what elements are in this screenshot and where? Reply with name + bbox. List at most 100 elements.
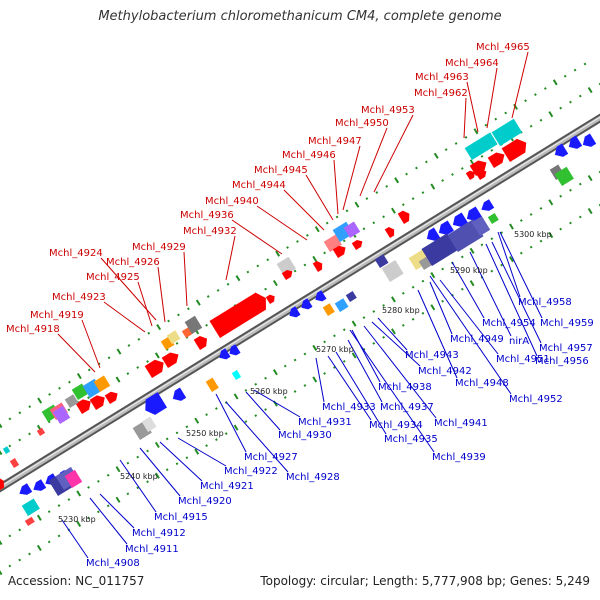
gene-box — [64, 394, 79, 409]
tick-dot — [156, 324, 162, 331]
forward-gene-arrow — [0, 477, 5, 490]
tick-dot — [58, 386, 61, 390]
tick-dot — [563, 74, 567, 78]
gene-box — [487, 212, 499, 224]
tick-dot — [430, 272, 436, 279]
tick-dot — [351, 320, 357, 327]
forward-callout-line — [256, 205, 308, 241]
tick-dot — [473, 128, 479, 135]
tick-dot — [587, 174, 593, 182]
tick-dot — [76, 372, 82, 380]
tick-dot — [187, 307, 190, 311]
forward-gene-arrow — [281, 270, 293, 280]
tick-dot — [233, 393, 239, 400]
forward-gene-arrow — [104, 391, 118, 404]
reverse-gene-label: Mchl_4930 — [278, 430, 332, 441]
forward-callout-line — [466, 81, 479, 133]
tick-dot — [325, 221, 329, 225]
forward-gene-arrow — [332, 245, 346, 258]
tick-dot — [401, 291, 405, 295]
forward-callout-line — [157, 266, 166, 323]
tick-dot — [0, 568, 3, 576]
tick-dot — [303, 352, 307, 356]
gene-box — [24, 516, 35, 526]
reverse-gene-label: Mchl_4938 — [378, 382, 432, 393]
tick-dot — [47, 540, 51, 544]
tick-dot — [382, 335, 385, 339]
tick-dot — [246, 270, 250, 274]
forward-callout-line — [183, 251, 188, 307]
forward-gene-label: Mchl_4964 — [445, 58, 499, 69]
tick-dot — [205, 413, 208, 416]
tick-dot — [411, 285, 415, 289]
reverse-gene-arrow — [219, 348, 231, 360]
tick-dot — [206, 295, 210, 298]
accession-value: NC_011757 — [75, 574, 145, 588]
tick-dot — [28, 432, 31, 436]
tick-dot — [430, 304, 436, 311]
tick-dot — [224, 432, 228, 435]
tick-dot — [559, 106, 563, 110]
forward-gene-arrow — [351, 240, 363, 250]
reverse-callout-line — [429, 275, 512, 395]
kbp-scale: 5230 kbp 5240 kbp 5250 kbp 5260 kbp 5270 kbp… — [58, 230, 552, 524]
tick-dot — [569, 221, 572, 225]
reverse-gene-label: Mchl_4915 — [154, 512, 208, 523]
tick-dot — [454, 142, 458, 145]
accession: Accession: NC_011757 — [8, 574, 144, 588]
gene-box — [323, 234, 342, 253]
tick-dot — [578, 215, 582, 219]
tick-dot — [8, 444, 12, 448]
gene-box — [21, 498, 40, 516]
tick-dot — [372, 221, 376, 225]
tick-dot — [598, 82, 600, 86]
forward-gene-arrow — [161, 352, 179, 368]
gene-box — [52, 405, 71, 424]
reverse-gene-label: Mchl_4959 — [540, 318, 594, 329]
tick-dot — [529, 124, 533, 128]
tick-dot — [411, 197, 415, 200]
reverse-gene-label: Mchl_4937 — [380, 402, 434, 413]
kbp-tick-label: 5240 kbp — [120, 472, 158, 481]
tick-dot — [372, 342, 376, 345]
tick-dot — [106, 473, 110, 477]
forward-callout-line — [103, 301, 146, 333]
tick-dot — [578, 182, 582, 186]
tick-dot — [460, 287, 464, 291]
reverse-callout-line — [349, 329, 435, 453]
forward-gene-label: Mchl_4932 — [183, 226, 237, 237]
gene-box — [374, 254, 389, 268]
tick-dot — [47, 510, 51, 514]
tick-dot — [342, 239, 346, 243]
forward-gene-label: Mchl_4950 — [335, 118, 389, 129]
reverse-gene-label: Mchl_4921 — [200, 481, 254, 492]
forward-gene-arrow — [75, 399, 91, 414]
gene-labels: Mchl_4918 Mchl_4919 Mchl_4923 Mchl_4925 Mchl… — [6, 42, 594, 569]
label-callouts — [57, 51, 543, 559]
tick-dot — [194, 448, 200, 455]
tick-dot — [573, 68, 577, 72]
tick-dot — [569, 188, 572, 192]
topology-value: circular — [320, 574, 365, 588]
tick-dot — [548, 232, 554, 239]
tick-dot — [48, 393, 51, 396]
reverse-gene-arrow — [568, 135, 583, 149]
tick-dot — [375, 191, 379, 194]
tick-dot — [175, 431, 179, 435]
gene-box — [421, 233, 458, 266]
tick-dot — [469, 280, 475, 287]
forward-callout-line — [373, 114, 414, 193]
reverse-gene-label: Mchl_4956 — [535, 356, 589, 367]
tick-dot — [36, 544, 42, 552]
tick-dot — [421, 279, 425, 283]
forward-callout-line — [283, 189, 325, 231]
forward-gene-label: Mchl_4925 — [86, 272, 140, 283]
tick-dot — [194, 417, 200, 424]
genome-summary: Topology: circular; Length: 5,777,908 bp… — [260, 574, 590, 588]
tick-dot — [509, 256, 514, 263]
kbp-tick-label: 5230 kbp — [58, 515, 96, 524]
tick-dot — [18, 528, 22, 532]
tick-dot — [165, 468, 169, 472]
tick-dot — [96, 479, 100, 483]
